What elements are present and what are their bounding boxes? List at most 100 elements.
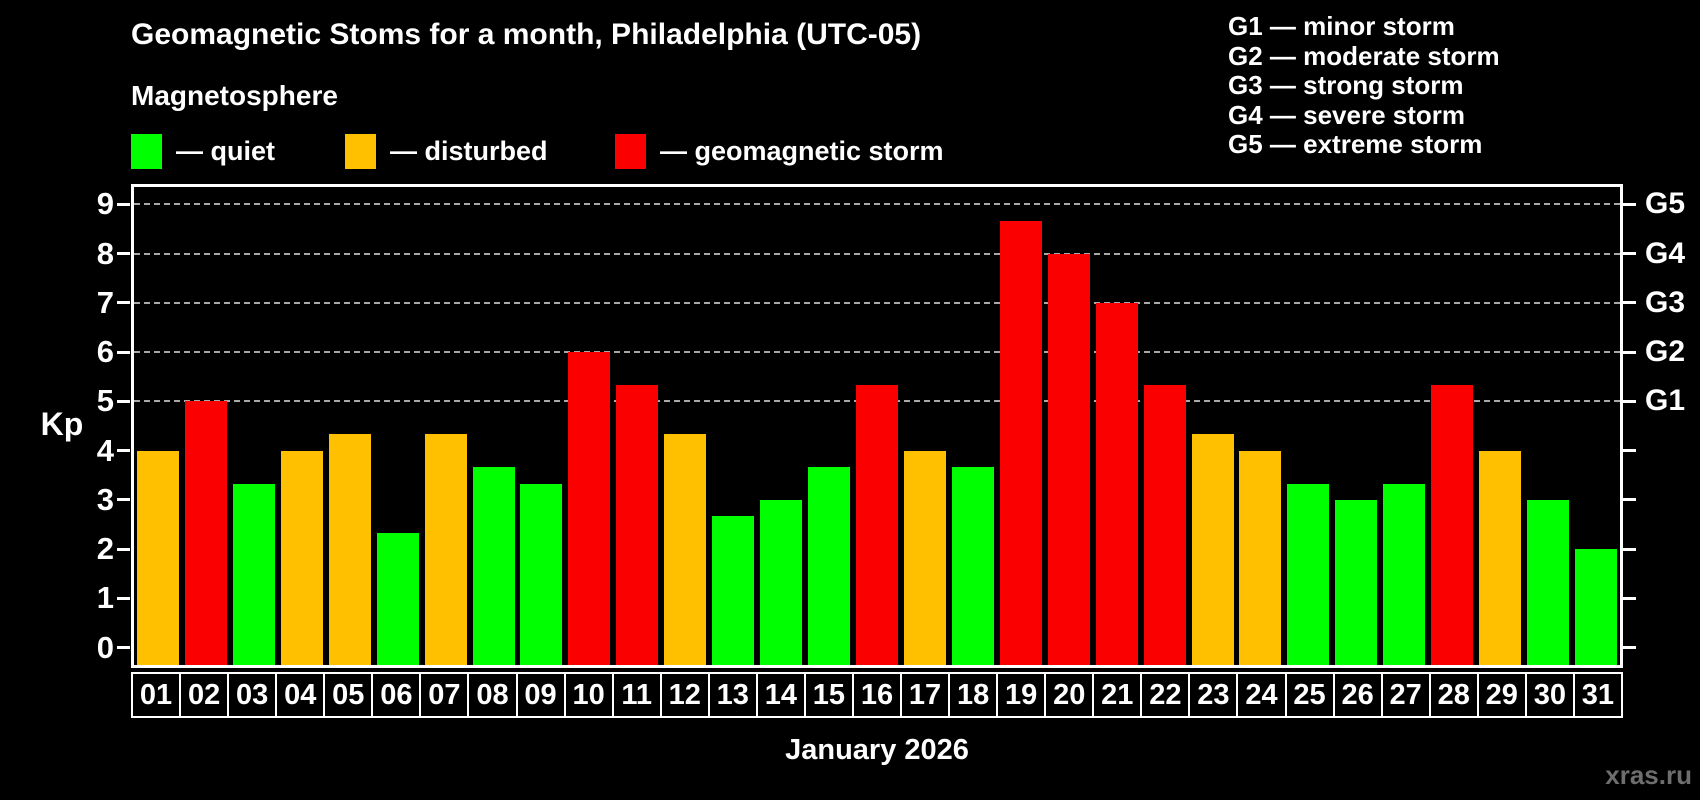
kp-bar-day-07 [424,434,467,665]
y-axis-title: Kp [40,406,84,442]
day-label-10: 10 [563,674,612,716]
kp-bar-day-12 [664,434,707,665]
day-label-31: 31 [1572,674,1621,716]
kp-bar-day-16 [856,385,898,665]
right-axis-tick-0 [1623,646,1636,650]
x-axis-day-labels: 01 02 03 04 05 06 07 08 09 10 11 12 13 14 15 16 17 18 19 20… [131,672,1623,718]
watermark: xras.ru [1605,760,1692,790]
legend-item-disturbed: — disturbed [345,133,548,169]
day-label-01: 01 [139,678,173,711]
legend-item-storm: — geomagnetic storm [615,133,944,169]
y-axis-tick-6 [117,350,130,354]
day-label-18: 18 [948,674,996,716]
kp-bar-day-29 [1479,450,1522,665]
day-label-27: 27 [1380,674,1429,716]
kp-bar-day-17 [903,450,946,665]
page-title: Geomagnetic Stoms for a month, Philadelp… [131,18,922,51]
kp-bar-day-26 [1335,499,1378,665]
right-axis-label-G2: G2 [1645,335,1686,369]
right-axis-tick-8 [1623,252,1636,256]
right-axis-label-G3: G3 [1645,285,1686,319]
right-axis-label-G5: G5 [1645,187,1686,221]
day-label-23: 23 [1188,674,1236,716]
day-label-02: 02 [179,674,227,716]
right-axis-label-G1: G1 [1645,384,1686,418]
day-label-19: 19 [996,674,1044,716]
y-axis-tick-label-0: 0 [96,629,114,665]
right-axis-tick-9 [1623,202,1636,206]
g-scale-legend-line-4: G4 — severe storm [1228,99,1466,130]
kp-bar-day-11 [616,385,659,665]
day-label-09: 09 [515,674,564,716]
right-axis-tick-1 [1623,596,1636,600]
y-axis-tick-label-2: 2 [96,531,114,567]
kp-bar-day-13 [712,516,755,665]
right-axis-tick-5 [1623,399,1636,403]
x-axis-title: January 2026 [785,734,969,766]
day-label-13: 13 [707,674,756,716]
legend-label-quiet: — quiet [176,135,275,166]
kp-bar-day-27 [1383,483,1426,665]
y-axis-tick-label-8: 8 [96,235,114,271]
gridline-kp-6 [134,351,1620,354]
g-scale-legend: G1 — minor storm G2 — moderate storm G3 — … [1228,11,1500,160]
kp-bar-day-09 [520,483,563,665]
right-axis-label-G4: G4 [1645,236,1686,270]
day-label-24: 24 [1236,674,1284,716]
day-label-08: 08 [467,674,515,716]
gridline-kp-9 [134,203,1620,206]
storm-color-swatch [615,133,646,169]
y-axis-tick-2 [117,547,130,551]
right-axis-tick-7 [1623,301,1636,305]
right-axis-tick-6 [1623,350,1636,354]
g-scale-legend-line-1: G1 — minor storm [1228,11,1455,41]
day-label-05: 05 [323,674,371,716]
kp-bar-day-08 [472,466,515,665]
legend-label-storm: — geomagnetic storm [660,135,944,166]
y-axis-tick-7 [117,301,130,305]
kp-bar-day-06 [376,532,419,665]
day-label-29: 29 [1476,674,1525,716]
day-label-06: 06 [371,674,419,716]
y-axis-tick-9 [117,202,130,206]
day-label-21: 21 [1092,674,1140,716]
kp-bar-day-18 [951,466,994,665]
day-label-15: 15 [803,674,852,716]
g-scale-legend-line-5: G5 — extreme storm [1228,129,1483,159]
y-axis-tick-0 [117,646,130,650]
kp-bar-day-03 [232,483,275,665]
kp-bar-day-25 [1287,483,1330,665]
g-scale-legend-line-2: G2 — moderate storm [1228,40,1500,71]
kp-bar-day-02 [184,401,227,665]
kp-bar-day-01 [136,450,179,665]
y-axis-tick-label-3: 3 [96,481,114,517]
day-label-04: 04 [275,674,323,716]
kp-bar-day-22 [1143,385,1186,665]
gridline-kp-8 [134,252,1620,255]
gridline-kp-7 [134,301,1620,304]
day-label-03: 03 [227,674,275,716]
day-label-17: 17 [900,674,948,716]
legend-label-disturbed: — disturbed [390,135,548,166]
day-label-28: 28 [1428,674,1477,716]
kp-bar-day-15 [808,466,851,665]
quiet-color-swatch [131,133,162,169]
day-label-30: 30 [1524,674,1573,716]
day-label-11: 11 [611,674,660,716]
y-axis-tick-label-1: 1 [96,580,114,616]
y-axis-tick-label-6: 6 [96,334,114,370]
right-axis-tick-2 [1623,547,1636,551]
day-label-26: 26 [1332,674,1381,716]
kp-bar-day-30 [1527,499,1570,665]
kp-bar-day-05 [328,434,371,665]
kp-bar-day-31 [1575,549,1618,665]
kp-bar-day-10 [568,352,611,665]
y-axis-tick-3 [117,498,130,502]
magnetosphere-legend-title: Magnetosphere [131,80,338,111]
day-label-07: 07 [419,674,467,716]
day-label-25: 25 [1284,674,1333,716]
kp-bar-day-28 [1431,385,1474,665]
day-label-22: 22 [1140,674,1188,716]
day-label-12: 12 [659,674,708,716]
